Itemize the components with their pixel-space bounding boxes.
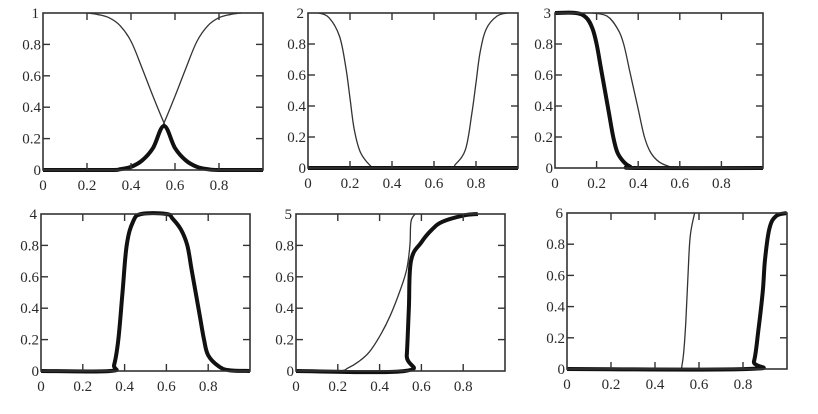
series-line-thin-1 bbox=[592, 12, 764, 169]
series-line-thick-1 bbox=[40, 211, 251, 374]
y-tick-label: 0.2 bbox=[546, 331, 565, 347]
x-tick-label: 0.8 bbox=[454, 379, 473, 395]
x-tick-label: 0.2 bbox=[78, 178, 97, 194]
y-tick-label: 0.8 bbox=[20, 238, 39, 254]
x-tick-label: 0.8 bbox=[210, 178, 229, 194]
x-tick-label: 0.4 bbox=[370, 379, 389, 395]
series-line-thin-1 bbox=[318, 12, 508, 169]
y-tick-label: 0 bbox=[287, 364, 295, 380]
plot-frame bbox=[42, 12, 264, 171]
plot-frame bbox=[307, 12, 519, 169]
y-tick-label: 0.4 bbox=[20, 301, 39, 317]
panel-3: 0 0.2 0.4 0.6 0.8 0 0.2 0.4 0.6 0.8 3 bbox=[534, 6, 764, 192]
y-tick-label: 0 bbox=[34, 163, 42, 179]
x-tick-label: 0.8 bbox=[712, 176, 731, 192]
series-line-thick-3 bbox=[42, 124, 264, 173]
x-tick-label: 0.4 bbox=[122, 178, 141, 194]
y-tick-label: 0.6 bbox=[275, 270, 294, 286]
y-tick-label: 0.6 bbox=[534, 68, 553, 84]
y-tick-label: 0.2 bbox=[534, 130, 553, 146]
x-tick-label: 0 bbox=[551, 176, 559, 192]
x-tick-label: 0 bbox=[37, 379, 45, 395]
x-tick-label: 0 bbox=[39, 178, 47, 194]
y-tick-label: 0.6 bbox=[20, 270, 39, 286]
panel-label: 4 bbox=[30, 207, 38, 223]
x-tick-label: 0.8 bbox=[734, 377, 753, 393]
y-tick-label: 0.4 bbox=[534, 99, 553, 115]
x-tick-label: 0.2 bbox=[328, 379, 347, 395]
x-tick-label: 0.8 bbox=[467, 176, 486, 192]
y-tick-label: 0.6 bbox=[546, 268, 565, 284]
panel-1: 0 0.2 0.4 0.6 0.8 0 0.2 0.4 0.6 0.8 1 bbox=[22, 6, 264, 194]
panel-6: 0 0.2 0.4 0.6 0.8 0 0.2 0.4 0.6 0.8 6 bbox=[546, 206, 788, 393]
y-tick-label: 0.2 bbox=[275, 333, 294, 349]
series-line-thick-2 bbox=[566, 211, 788, 372]
x-tick-label: 0.2 bbox=[602, 377, 621, 393]
panel-label: 5 bbox=[285, 207, 293, 223]
series-line-thin-1 bbox=[680, 212, 696, 370]
x-tick-label: 0.6 bbox=[412, 379, 431, 395]
x-tick-label: 0 bbox=[563, 377, 571, 393]
plot-frame bbox=[295, 213, 506, 372]
x-tick-label: 0.6 bbox=[670, 176, 689, 192]
x-tick-label: 0.2 bbox=[587, 176, 606, 192]
series-line-thick-2 bbox=[295, 212, 479, 375]
y-tick-label: 0.2 bbox=[22, 132, 41, 148]
panel-label: 3 bbox=[544, 6, 552, 22]
x-tick-label: 0.2 bbox=[341, 176, 360, 192]
x-tick-label: 0.6 bbox=[425, 176, 444, 192]
y-tick-label: 0.4 bbox=[275, 301, 294, 317]
y-tick-label: 0.8 bbox=[287, 37, 306, 53]
y-tick-label: 0.6 bbox=[287, 68, 306, 84]
y-tick-label: 0 bbox=[299, 161, 307, 177]
panel-label: 6 bbox=[556, 206, 564, 222]
x-tick-label: 0.4 bbox=[629, 176, 648, 192]
y-tick-label: 0 bbox=[32, 364, 40, 380]
y-tick-label: 0.2 bbox=[287, 130, 306, 146]
panel-label: 1 bbox=[32, 6, 40, 22]
x-tick-label: 0.2 bbox=[73, 379, 92, 395]
panel-4: 0 0.2 0.4 0.6 0.8 0 0.2 0.4 0.6 0.8 4 bbox=[20, 207, 251, 395]
x-tick-label: 0.6 bbox=[157, 379, 176, 395]
y-tick-label: 0.8 bbox=[546, 237, 565, 253]
x-tick-label: 0.8 bbox=[199, 379, 218, 395]
y-tick-label: 0.4 bbox=[287, 99, 306, 115]
series-line-thin-1 bbox=[295, 213, 416, 372]
y-tick-label: 0.8 bbox=[275, 238, 294, 254]
plot-frame bbox=[40, 213, 251, 372]
x-tick-label: 0 bbox=[292, 379, 300, 395]
x-tick-label: 0.6 bbox=[166, 178, 185, 194]
y-tick-label: 0.4 bbox=[22, 100, 41, 116]
plot-frame bbox=[566, 212, 788, 370]
x-tick-label: 0.6 bbox=[690, 377, 709, 393]
y-tick-label: 0.8 bbox=[534, 37, 553, 53]
y-tick-label: 0 bbox=[546, 161, 554, 177]
y-tick-label: 0.6 bbox=[22, 69, 41, 85]
x-tick-label: 0.4 bbox=[383, 176, 402, 192]
y-tick-label: 0.8 bbox=[22, 37, 41, 53]
y-tick-label: 0 bbox=[558, 362, 566, 378]
y-tick-label: 0.4 bbox=[546, 300, 565, 316]
series-line-thick-2 bbox=[554, 10, 764, 171]
panel-5: 0 0.2 0.4 0.6 0.8 0 0.2 0.4 0.6 0.8 5 bbox=[275, 207, 506, 395]
x-tick-label: 0.4 bbox=[646, 377, 665, 393]
plot-frame bbox=[554, 12, 764, 169]
panel-label: 2 bbox=[297, 6, 305, 22]
x-tick-label: 0.4 bbox=[115, 379, 134, 395]
panel-2: 0 0.2 0.4 0.6 0.8 0 0.2 0.4 0.6 0.8 2 bbox=[287, 6, 519, 192]
y-tick-label: 0.2 bbox=[20, 333, 39, 349]
x-tick-label: 0 bbox=[304, 176, 312, 192]
